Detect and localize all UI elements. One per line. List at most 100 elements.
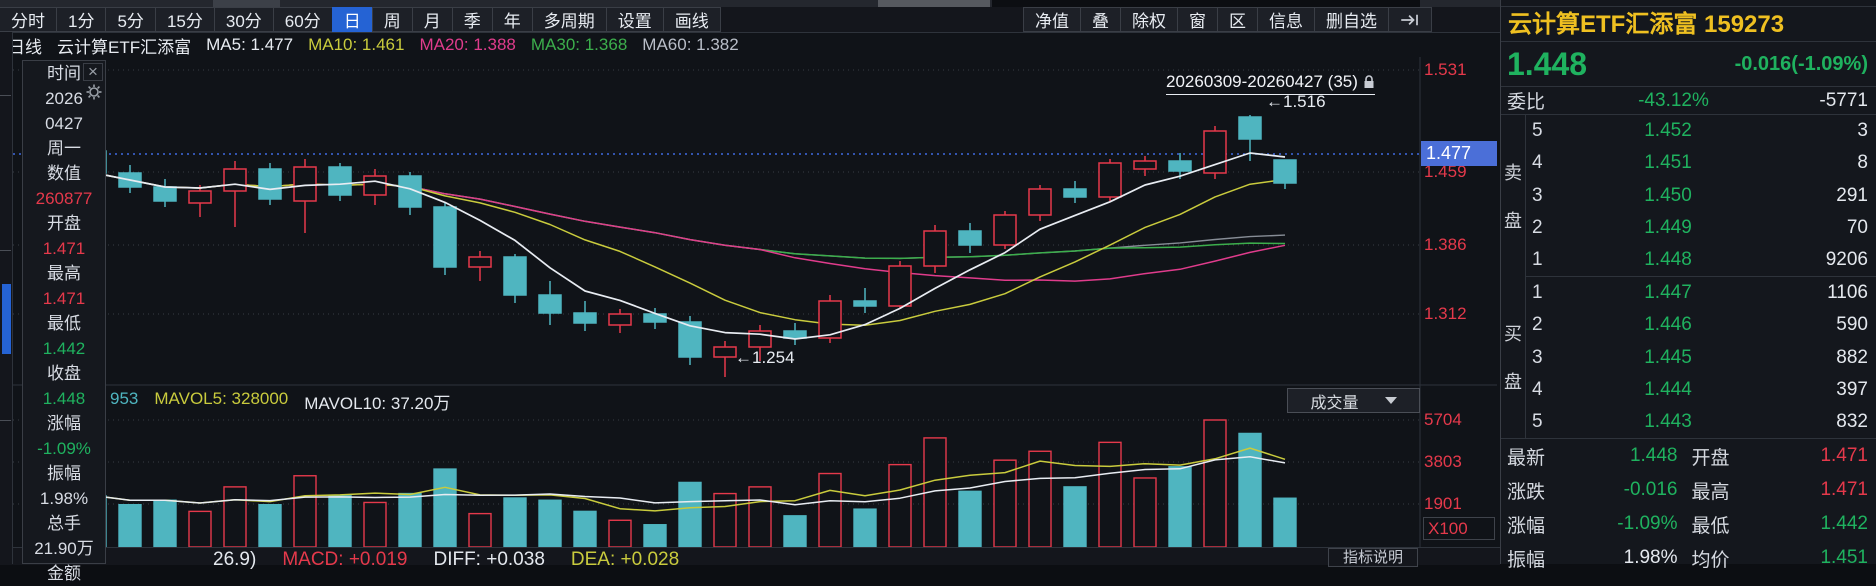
- period-tab-日[interactable]: 日: [331, 7, 373, 32]
- tooltip-row: 最高: [47, 264, 81, 283]
- high-price-annotation: ←1.516: [1266, 92, 1326, 111]
- weibi-value: -43.12%: [1638, 89, 1709, 111]
- period-tab-1分[interactable]: 1分: [56, 7, 107, 32]
- tooltip-row: 振幅: [47, 464, 81, 483]
- sell-row-3[interactable]: 3 1.450 291: [1526, 179, 1876, 211]
- axis-tick-label: 1.312: [1424, 304, 1467, 323]
- stat-row: 振幅 1.98% 均价 1.451: [1501, 541, 1876, 575]
- period-tab-30分[interactable]: 30分: [213, 7, 274, 32]
- period-tab-画线[interactable]: 画线: [662, 7, 721, 32]
- buy-row-1[interactable]: 1 1.447 1106: [1526, 277, 1876, 309]
- period-tab-月[interactable]: 月: [411, 7, 453, 32]
- tooltip-row: 21.90万: [34, 539, 94, 558]
- price: 1.445: [1644, 346, 1692, 368]
- collapse-panel-button[interactable]: [1388, 7, 1432, 32]
- tool-叠[interactable]: 叠: [1080, 7, 1121, 32]
- buy-row-4[interactable]: 4 1.444 397: [1526, 374, 1876, 406]
- tool-窗[interactable]: 窗: [1177, 7, 1218, 32]
- period-tab-周[interactable]: 周: [371, 7, 413, 32]
- macd-header-strip: 26.9) MACD: +0.019 DIFF: +0.038 DEA: +0.…: [0, 547, 1500, 570]
- stat-value: -1.09%: [1617, 513, 1678, 534]
- tab-remnant: [213, 0, 280, 7]
- stat-label: 最高: [1691, 481, 1730, 503]
- tooltip-row: 时间: [47, 64, 81, 83]
- axis-tick-label: 1.386: [1424, 235, 1467, 254]
- stat-label: 均价: [1691, 549, 1730, 571]
- indicator-help-button[interactable]: 指标说明: [1328, 548, 1418, 567]
- period-tab-年[interactable]: 年: [491, 7, 533, 32]
- stat-value: 1.471: [1820, 479, 1868, 500]
- tooltip-row: 1.98%: [39, 489, 89, 508]
- price: 1.448: [1644, 248, 1692, 270]
- buy-label-char: 盘: [1504, 372, 1522, 393]
- tab-remnant: [992, 0, 1420, 7]
- tool-净值[interactable]: 净值: [1023, 7, 1081, 32]
- period-tabs: 分时 1分 5分 15分 30分 60分日周月季年多周期 设置 画线: [0, 7, 721, 32]
- stat-label: 涨跌: [1507, 481, 1546, 503]
- quantity: 882: [1836, 346, 1868, 368]
- weibi-diff: -5771: [1819, 89, 1868, 111]
- ma-label-2: MA20: 1.388: [419, 35, 516, 54]
- quantity: 8: [1857, 152, 1868, 174]
- chart-header: 日线 云计算ETF汇添富 MA5: 1.477 MA10: 1.461 MA20: …: [8, 34, 739, 57]
- tool-删自选[interactable]: 删自选: [1314, 7, 1389, 32]
- last-price: 1.448: [1507, 45, 1588, 82]
- buy-row-5[interactable]: 5 1.443 832: [1526, 406, 1876, 438]
- price: 1.446: [1644, 314, 1692, 336]
- gear-icon[interactable]: [85, 83, 103, 101]
- docked-panel-edge: [0, 32, 13, 564]
- level: 2: [1532, 314, 1543, 336]
- sell-row-5[interactable]: 5 1.452 3: [1526, 115, 1876, 147]
- period-tab-季[interactable]: 季: [451, 7, 493, 32]
- sell-label: 卖盘: [1501, 115, 1525, 277]
- chart-plot-area[interactable]: [12, 57, 1420, 547]
- period-tab-60分[interactable]: 60分: [272, 7, 333, 32]
- tooltip-row: 数值: [47, 164, 81, 183]
- chart-region: 分时 1分 5分 15分 30分 60分日周月季年多周期 设置 画线 净值叠除权窗区信息 删自选…: [0, 0, 1500, 583]
- sell-row-2[interactable]: 2 1.449 70: [1526, 212, 1876, 244]
- tool-区[interactable]: 区: [1217, 7, 1258, 32]
- stat-label: 开盘: [1691, 447, 1730, 469]
- date-range-annotation: 20260309-20260427 (35): [1166, 72, 1375, 95]
- sell-row-1[interactable]: 1 1.448 9206: [1526, 244, 1876, 276]
- tool-除权[interactable]: 除权: [1120, 7, 1178, 32]
- quantity: 3: [1857, 120, 1868, 142]
- tooltip-row: 2026: [45, 89, 83, 108]
- ma-label-4: MA60: 1.382: [642, 35, 739, 54]
- period-tab-分时[interactable]: 分时: [0, 7, 57, 32]
- quantity: 590: [1836, 314, 1868, 336]
- close-icon[interactable]: ×: [83, 63, 103, 81]
- arrow-to-bar-icon: [1401, 14, 1418, 25]
- buy-label: 买盘: [1501, 277, 1525, 439]
- period-tab-设置[interactable]: 设置: [605, 7, 664, 32]
- buy-row-3[interactable]: 3 1.445 882: [1526, 341, 1876, 373]
- price: 1.450: [1644, 184, 1692, 206]
- ma-label-0: MA5: 1.477: [206, 35, 294, 54]
- order-book: 卖盘 买盘 5 1.452 3 4 1.451 8 3 1.450 291 2 1.449 70 1 1.…: [1501, 115, 1876, 438]
- period-tab-15分[interactable]: 15分: [154, 7, 215, 32]
- volume-indicator-dropdown[interactable]: 成交量: [1287, 388, 1420, 413]
- buy-label-char: 买: [1504, 324, 1522, 345]
- period-tab-5分[interactable]: 5分: [105, 7, 156, 32]
- sell-row-4[interactable]: 4 1.451 8: [1526, 147, 1876, 179]
- tooltip-row: 收盘: [47, 364, 81, 383]
- tab-remnant: [878, 0, 990, 7]
- tooltip-row: 开盘: [47, 214, 81, 233]
- level: 2: [1532, 216, 1543, 238]
- period-tab-多周期[interactable]: 多周期: [531, 7, 607, 32]
- sell-label-char: 卖: [1504, 162, 1522, 183]
- stat-value: 1.448: [1629, 445, 1678, 466]
- buy-row-2[interactable]: 2 1.446 590: [1526, 309, 1876, 341]
- quantity: 832: [1836, 410, 1868, 432]
- quantity: 9206: [1825, 248, 1868, 270]
- stat-label: 振幅: [1507, 549, 1546, 571]
- axis-tick-label: 5704: [1424, 410, 1462, 429]
- macd-value: MACD: +0.019: [282, 549, 408, 570]
- level: 1: [1532, 248, 1543, 270]
- axis-tick-label: 1.459: [1424, 162, 1467, 181]
- quote-stats: 最新 1.448 开盘 1.471 涨跌 -0.016 最高 1.471 涨幅 -1.09% 最低 1…: [1501, 438, 1876, 575]
- stat-value: 1.98%: [1623, 547, 1678, 568]
- quote-panel: 云计算ETF汇添富 159273 1.448 -0.016(-1.09%) 委比…: [1500, 0, 1876, 571]
- tool-信息[interactable]: 信息: [1257, 7, 1315, 32]
- orderbook-divider: [1526, 276, 1876, 278]
